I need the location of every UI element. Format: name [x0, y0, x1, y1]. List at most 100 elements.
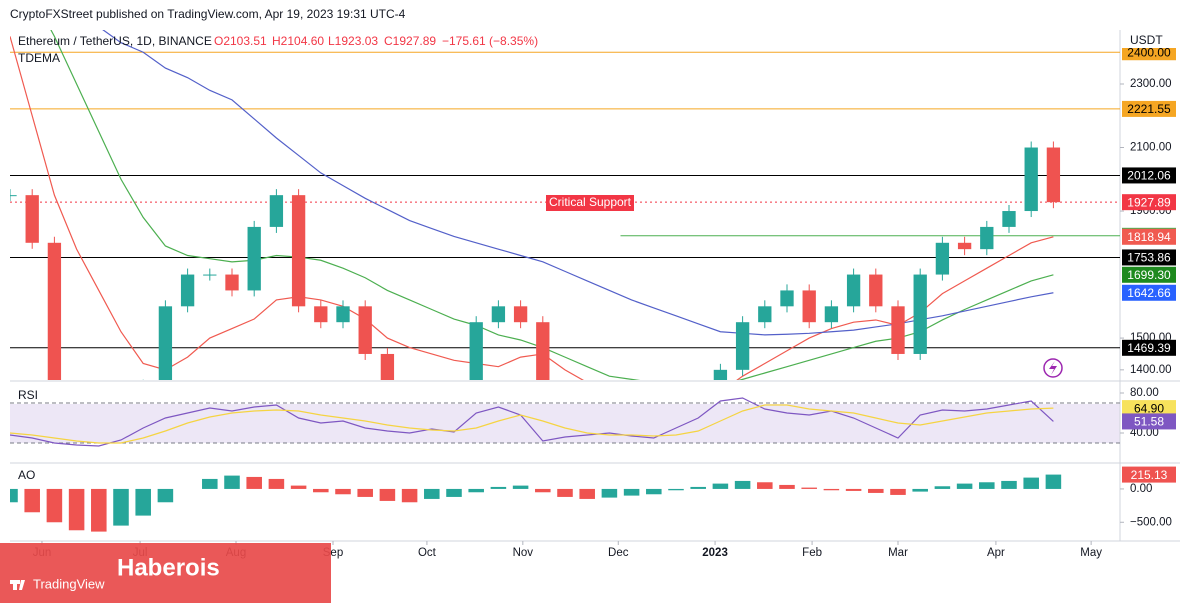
ao-bar: [313, 488, 329, 493]
price-tag: [1122, 413, 1176, 430]
y-tick-label: 1400.00: [1130, 364, 1172, 376]
ao-bar: [335, 488, 351, 495]
price-tag: [1122, 466, 1176, 483]
high: H2104.60: [272, 34, 324, 48]
candle: [891, 306, 905, 354]
price-tag-label: 2221.55: [1127, 102, 1171, 116]
candle: [735, 322, 750, 370]
y-tick-label: 2100.00: [1130, 142, 1172, 154]
price-tag-label: 1753.86: [1127, 251, 1171, 265]
candle: [713, 369, 728, 380]
indicator-line: [102, 30, 1054, 336]
x-tick-label: 2023: [702, 547, 728, 559]
price-tag-label: 1642.66: [1127, 286, 1171, 300]
ao-bar: [446, 488, 462, 497]
price-tag-label: 1818.94: [1127, 230, 1171, 244]
price-tag: [1122, 228, 1176, 245]
ao-bar: [956, 483, 973, 489]
ao-bar: [357, 488, 373, 497]
candle: [247, 226, 261, 291]
candle: [980, 226, 994, 250]
x-tick-label: Oct: [418, 547, 437, 559]
brand-logo: [10, 580, 25, 590]
price-tags: 2400.002221.552012.061927.891822.001753.…: [1122, 44, 1176, 483]
ao-bar: [579, 488, 595, 499]
candle: [536, 322, 550, 380]
candle: [1002, 211, 1016, 227]
candle: [25, 195, 39, 243]
ao-bar: [202, 478, 218, 489]
ao-bar: [623, 488, 640, 496]
ao-bar: [557, 488, 573, 497]
panel: [10, 474, 1062, 532]
ao-bar: [468, 488, 484, 493]
indicator-line: [10, 397, 1054, 447]
price-tag: [1122, 400, 1176, 417]
ao-bar: [912, 488, 928, 492]
candle: [802, 290, 816, 323]
ao-bar: [1045, 474, 1062, 489]
alert-bolt: [1049, 361, 1057, 375]
y-tick-label: 40.00: [1130, 427, 1159, 439]
candle: [1024, 147, 1038, 212]
candle: [158, 306, 173, 380]
ao-title: AO: [18, 468, 35, 482]
ao-bar: [401, 488, 418, 503]
ao-bar: [690, 486, 706, 489]
price-tag: [1122, 249, 1176, 266]
candle: [47, 242, 62, 380]
ao-bar: [757, 482, 773, 489]
candle: [913, 274, 927, 354]
ao-bar: [512, 485, 529, 489]
panel: [10, 30, 1120, 380]
ao-bar: [535, 488, 551, 493]
currency: USDT: [1130, 33, 1163, 47]
candle: [758, 306, 772, 323]
candle: [935, 242, 950, 275]
ao-bar: [868, 488, 884, 493]
candle: [380, 353, 395, 380]
price-tag: [1122, 44, 1176, 61]
candle: [491, 306, 506, 323]
symbol: Ethereum / TetherUS, 1D, BINANCE: [18, 34, 212, 48]
ao-bar: [113, 488, 129, 526]
price-tag-label: 1927.89: [1127, 195, 1171, 209]
rsi-title: RSI: [18, 388, 38, 402]
candle: [203, 274, 217, 276]
price-tag-label: 2400.00: [1127, 45, 1171, 59]
ao-bar: [424, 488, 440, 499]
published: CryptoFXStreet published on TradingView.…: [10, 7, 406, 21]
brand: TradingView: [33, 576, 105, 591]
ao-bar: [91, 488, 107, 532]
x-tick-label: May: [1080, 547, 1102, 559]
ao-bar: [490, 486, 507, 489]
y-tick-label: −500.00: [1130, 516, 1172, 528]
price-tag: [1122, 167, 1176, 184]
change: −175.61 (−8.35%): [442, 34, 538, 48]
ao-bar: [224, 475, 240, 489]
price-tag: [1122, 266, 1176, 283]
candle: [291, 195, 306, 307]
price-tag-label: 64.90: [1134, 401, 1164, 415]
price-tag: [1122, 100, 1176, 117]
ao-bar: [890, 488, 906, 495]
ao-bar: [646, 488, 662, 495]
ao-bar: [668, 488, 684, 491]
indicator: TDEMA: [18, 51, 60, 65]
indicator-line: [50, 30, 1054, 380]
x-tick-label: Feb: [802, 547, 822, 559]
annotation: Critical Support: [549, 195, 632, 209]
alert-icon[interactable]: [1043, 358, 1063, 378]
open: O2103.51: [214, 34, 267, 48]
candle: [846, 274, 861, 307]
price-tag-label: 1469.39: [1127, 341, 1171, 355]
low: L1923.03: [328, 34, 378, 48]
ao-bar: [801, 487, 817, 489]
ao-bar: [135, 488, 151, 516]
x-tick-label: Mar: [888, 547, 908, 559]
ao-bar: [246, 476, 262, 489]
candle: [469, 322, 483, 380]
candle: [780, 290, 794, 307]
y-tick-label: 80.00: [1130, 387, 1159, 399]
